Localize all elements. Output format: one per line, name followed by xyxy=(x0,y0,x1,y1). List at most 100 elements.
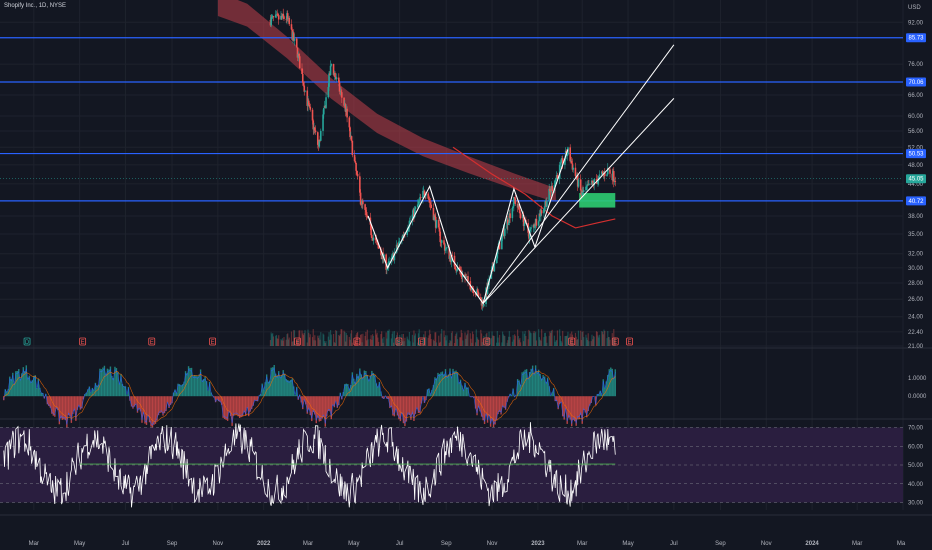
candle-body xyxy=(571,163,574,170)
price-tick-label: 38.00 xyxy=(908,214,924,220)
momentum-bar xyxy=(365,370,367,397)
volume-bar xyxy=(527,339,529,346)
volume-bar xyxy=(308,332,310,346)
volume-bar xyxy=(532,332,534,346)
volume-bar xyxy=(411,334,414,346)
volume-bar xyxy=(465,338,467,346)
volume-bar xyxy=(587,333,589,346)
volume-bar xyxy=(566,335,568,346)
momentum-bar xyxy=(605,381,607,397)
candle xyxy=(464,273,467,279)
candle-body xyxy=(464,274,466,279)
candle-body xyxy=(288,17,291,25)
momentum-bar xyxy=(220,396,223,405)
candle xyxy=(314,125,317,135)
volume-bar xyxy=(472,334,474,346)
volume-bar xyxy=(445,340,447,346)
candle-body xyxy=(338,77,340,83)
volume-bar xyxy=(417,342,419,346)
candle xyxy=(548,184,550,206)
candle xyxy=(349,126,351,141)
candle-body xyxy=(346,108,348,118)
volume-bar xyxy=(603,329,605,346)
momentum-bar xyxy=(46,396,49,405)
momentum-bar xyxy=(133,396,136,407)
momentum-bar xyxy=(317,396,319,418)
momentum-bar xyxy=(285,379,287,397)
volume-bar xyxy=(551,329,553,346)
time-tick-label: 2022 xyxy=(257,541,271,547)
candle xyxy=(472,285,475,297)
momentum-bar xyxy=(534,365,537,397)
price-level-tag-bg xyxy=(906,149,926,159)
volume-bar xyxy=(350,330,353,346)
candle xyxy=(546,197,548,210)
time-tick-label: Mar xyxy=(29,541,39,547)
volume-bar xyxy=(513,339,515,346)
candle xyxy=(325,92,327,109)
volume-bar xyxy=(601,330,603,346)
volume-bar xyxy=(514,335,516,346)
momentum-bar xyxy=(195,375,197,397)
momentum-bar xyxy=(590,396,592,404)
momentum-bar xyxy=(543,376,546,397)
candle xyxy=(303,81,306,96)
candle-body xyxy=(453,255,456,267)
momentum-bar xyxy=(572,396,574,421)
candle-body xyxy=(577,179,580,187)
candle-body xyxy=(518,204,520,210)
volume-bar xyxy=(393,342,395,346)
momentum-bar xyxy=(238,396,241,418)
momentum-bar xyxy=(548,386,550,397)
volume-bar xyxy=(332,333,335,346)
candle-body xyxy=(561,158,564,165)
volume-bar xyxy=(480,333,483,346)
candle-body xyxy=(332,64,335,75)
momentum-bar xyxy=(581,396,583,424)
candle-body xyxy=(465,276,468,278)
momentum-bar xyxy=(437,372,439,397)
volume-bar xyxy=(296,339,299,346)
candle xyxy=(334,71,336,77)
price-tick-label: 35.00 xyxy=(908,232,924,238)
momentum-bar xyxy=(267,381,269,397)
volume-bar xyxy=(302,335,305,346)
candle xyxy=(356,171,359,180)
momentum-bar xyxy=(287,380,289,397)
volume-bar xyxy=(433,341,435,346)
volume-bar xyxy=(377,337,379,346)
momentum-bar xyxy=(363,370,366,397)
candle xyxy=(428,196,431,208)
momentum-bar xyxy=(509,393,511,397)
volume-bar xyxy=(613,337,616,346)
candle xyxy=(561,155,564,169)
time-tick-label: May xyxy=(622,541,633,547)
volume-bar xyxy=(362,333,364,346)
candle-body xyxy=(338,82,341,92)
momentum-bar xyxy=(67,396,70,416)
volume-bar xyxy=(444,335,447,346)
candle xyxy=(577,178,580,189)
volume-bar xyxy=(477,338,479,346)
candle xyxy=(603,168,606,182)
volume-bar xyxy=(490,338,492,346)
candle xyxy=(549,186,551,195)
candle xyxy=(418,200,420,206)
candle-body xyxy=(418,200,420,202)
volume-bar xyxy=(456,339,459,346)
rsi-tick-label: 40.00 xyxy=(908,482,924,488)
momentum-bar xyxy=(574,396,576,422)
candle-body xyxy=(311,109,314,121)
momentum-bar xyxy=(85,392,88,397)
momentum-bar xyxy=(145,396,148,425)
volume-bar xyxy=(598,334,601,346)
volume-bar xyxy=(387,330,389,346)
candle xyxy=(319,128,322,142)
event-marker-box xyxy=(79,337,87,346)
momentum-bar xyxy=(171,396,173,404)
candle-body xyxy=(290,24,293,30)
momentum-bar xyxy=(144,396,146,424)
momentum-bar xyxy=(404,396,406,427)
momentum-bar xyxy=(34,375,37,397)
